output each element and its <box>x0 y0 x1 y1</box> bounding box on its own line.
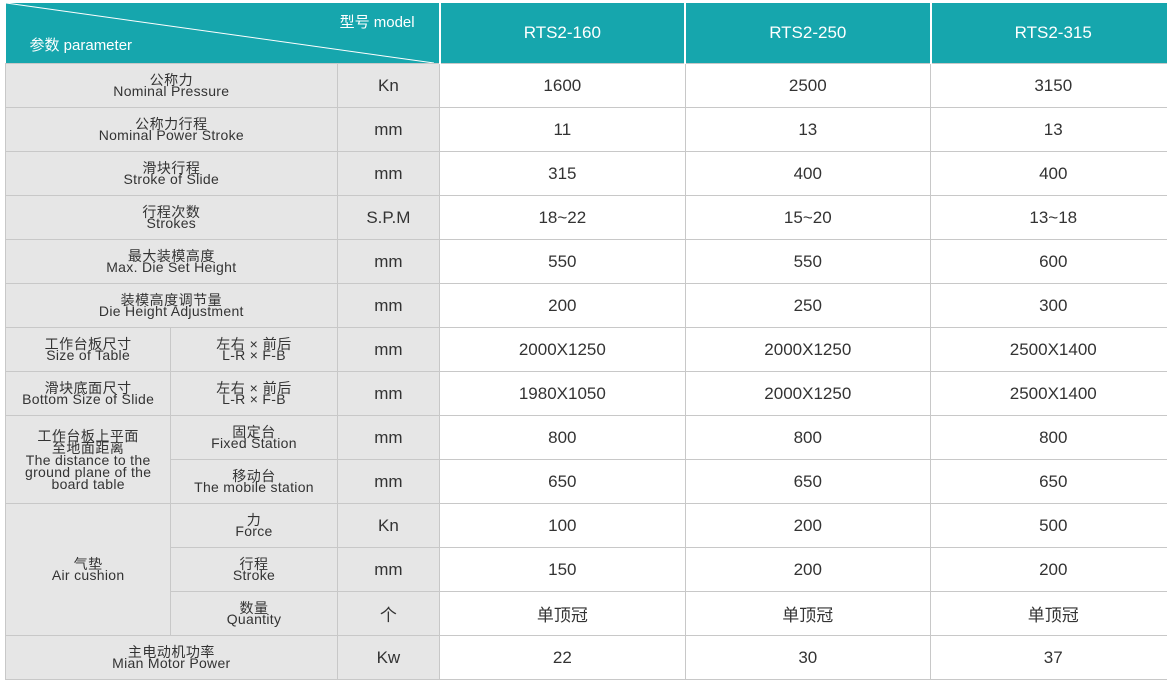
table-row: 公称力 Nominal Pressure Kn 1600 2500 3150 <box>5 63 1167 108</box>
table-row: 移动台 The mobile station mm 650 650 650 <box>6 459 1167 504</box>
parameter-label: 参数 parameter <box>29 37 133 54</box>
table-row: 主电动机功率 Mian Motor Power Kw 22 30 37 <box>5 635 1167 680</box>
value-cell: 2500X1400 <box>930 327 1167 372</box>
value-cell: 200 <box>439 283 686 328</box>
row-label: 公称力行程 Nominal Power Stroke <box>5 107 338 152</box>
value-cell: 13 <box>930 107 1167 152</box>
value-cell: 11 <box>439 107 686 152</box>
value-cell: 650 <box>930 459 1167 504</box>
value-cell: 650 <box>439 459 686 504</box>
row-sub-label: 左右 × 前后 L-R × F-B <box>170 327 338 372</box>
value-cell: 37 <box>930 635 1167 680</box>
table-row: 行程次数 Strokes S.P.M 18~22 15~20 13~18 <box>5 195 1167 240</box>
air-cushion-label: 气垫 Air cushion <box>4 503 172 636</box>
value-cell: 300 <box>930 283 1167 328</box>
distance-group-label: 工作台板上平面 至地面距离 The distance to the ground… <box>4 415 172 504</box>
table-row: 滑块行程 Stroke of Slide mm 315 400 400 <box>5 151 1167 196</box>
value-cell: 1980X1050 <box>439 371 686 416</box>
header-row: 型号 model 参数 parameter RTS2-160 RTS2-250 … <box>5 3 1167 64</box>
row-sub-label: 力 Force <box>170 503 338 548</box>
row-sub-label: 移动台 The mobile station <box>170 459 338 504</box>
value-cell: 2000X1250 <box>684 327 932 372</box>
value-cell: 13~18 <box>930 195 1167 240</box>
unit-cell: mm <box>336 547 441 592</box>
value-cell: 800 <box>930 415 1167 460</box>
row-sub-label: 固定台 Fixed Station <box>170 415 338 460</box>
row-label: 滑块底面尺寸 Bottom Size of Slide <box>4 371 172 416</box>
value-cell: 13 <box>684 107 932 152</box>
value-cell: 2500 <box>684 63 932 108</box>
unit-cell: Kn <box>336 63 441 108</box>
table-row: 装模高度调节量 Die Height Adjustment mm 200 250 … <box>5 283 1167 328</box>
row-label: 滑块行程 Stroke of Slide <box>5 151 338 196</box>
model-label: 型号 model <box>339 14 415 31</box>
value-cell: 2000X1250 <box>439 327 686 372</box>
value-cell: 22 <box>439 635 686 680</box>
value-cell: 550 <box>684 239 932 284</box>
value-cell: 3150 <box>930 63 1167 108</box>
unit-cell: S.P.M <box>336 195 441 240</box>
value-cell: 单顶冠 <box>930 591 1167 636</box>
model-header-3: RTS2-315 <box>930 3 1167 64</box>
value-cell: 单顶冠 <box>684 591 932 636</box>
table-row: 数量 Quantity 个 单顶冠 单顶冠 单顶冠 <box>6 591 1167 636</box>
row-label: 最大装模高度 Max. Die Set Height <box>5 239 338 284</box>
table-row: 最大装模高度 Max. Die Set Height mm 550 550 600 <box>5 239 1167 284</box>
row-label: 装模高度调节量 Die Height Adjustment <box>5 283 338 328</box>
row-sub-label: 行程 Stroke <box>170 547 338 592</box>
value-cell: 600 <box>930 239 1167 284</box>
value-cell: 200 <box>930 547 1167 592</box>
unit-cell: 个 <box>336 591 441 636</box>
table-row: 气垫 Air cushion 力 Force Kn 100 200 500 <box>4 503 1167 636</box>
table-row: 公称力行程 Nominal Power Stroke mm 11 13 13 <box>5 107 1167 152</box>
unit-cell: mm <box>336 371 441 416</box>
row-label: 工作台板尺寸 Size of Table <box>4 327 172 372</box>
diagonal-divider <box>5 3 434 63</box>
value-cell: 18~22 <box>439 195 686 240</box>
value-cell: 200 <box>684 503 932 548</box>
value-cell: 15~20 <box>684 195 932 240</box>
header-corner-cell: 型号 model 参数 parameter <box>5 3 441 64</box>
model-header-2: RTS2-250 <box>685 3 932 64</box>
unit-cell: mm <box>336 327 441 372</box>
row-label: 公称力 Nominal Pressure <box>5 63 338 108</box>
row-sub-label: 数量 Quantity <box>170 591 338 636</box>
unit-cell: Kw <box>336 635 441 680</box>
value-cell: 400 <box>684 151 932 196</box>
unit-cell: mm <box>336 239 441 284</box>
value-cell: 800 <box>439 415 686 460</box>
value-cell: 315 <box>439 151 686 196</box>
row-label: 行程次数 Strokes <box>5 195 338 240</box>
value-cell: 650 <box>684 459 932 504</box>
spec-table: 型号 model 参数 parameter RTS2-160 RTS2-250 … <box>4 3 1167 680</box>
unit-cell: mm <box>336 151 441 196</box>
row-label: 主电动机功率 Mian Motor Power <box>5 635 338 680</box>
row-sub-label: 左右 × 前后 L-R × F-B <box>170 371 338 416</box>
value-cell: 单顶冠 <box>439 591 686 636</box>
table-row: 工作台板尺寸 Size of Table 左右 × 前后 L-R × F-B mm … <box>4 327 1167 372</box>
unit-cell: mm <box>336 415 441 460</box>
table-row: 工作台板上平面 至地面距离 The distance to the ground… <box>4 415 1167 504</box>
value-cell: 100 <box>439 503 686 548</box>
value-cell: 800 <box>684 415 932 460</box>
unit-cell: mm <box>336 283 441 328</box>
value-cell: 250 <box>684 283 932 328</box>
value-cell: 400 <box>930 151 1167 196</box>
value-cell: 200 <box>684 547 932 592</box>
value-cell: 2000X1250 <box>684 371 932 416</box>
table-row: 行程 Stroke mm 150 200 200 <box>6 547 1167 592</box>
value-cell: 30 <box>684 635 932 680</box>
model-header-1: RTS2-160 <box>439 3 687 64</box>
unit-cell: mm <box>336 107 441 152</box>
value-cell: 1600 <box>439 63 686 108</box>
unit-cell: Kn <box>336 503 441 548</box>
unit-cell: mm <box>336 459 441 504</box>
table-row: 滑块底面尺寸 Bottom Size of Slide 左右 × 前后 L-R × … <box>4 371 1167 416</box>
value-cell: 550 <box>439 239 686 284</box>
value-cell: 2500X1400 <box>930 371 1167 416</box>
value-cell: 500 <box>930 503 1167 548</box>
value-cell: 150 <box>439 547 686 592</box>
